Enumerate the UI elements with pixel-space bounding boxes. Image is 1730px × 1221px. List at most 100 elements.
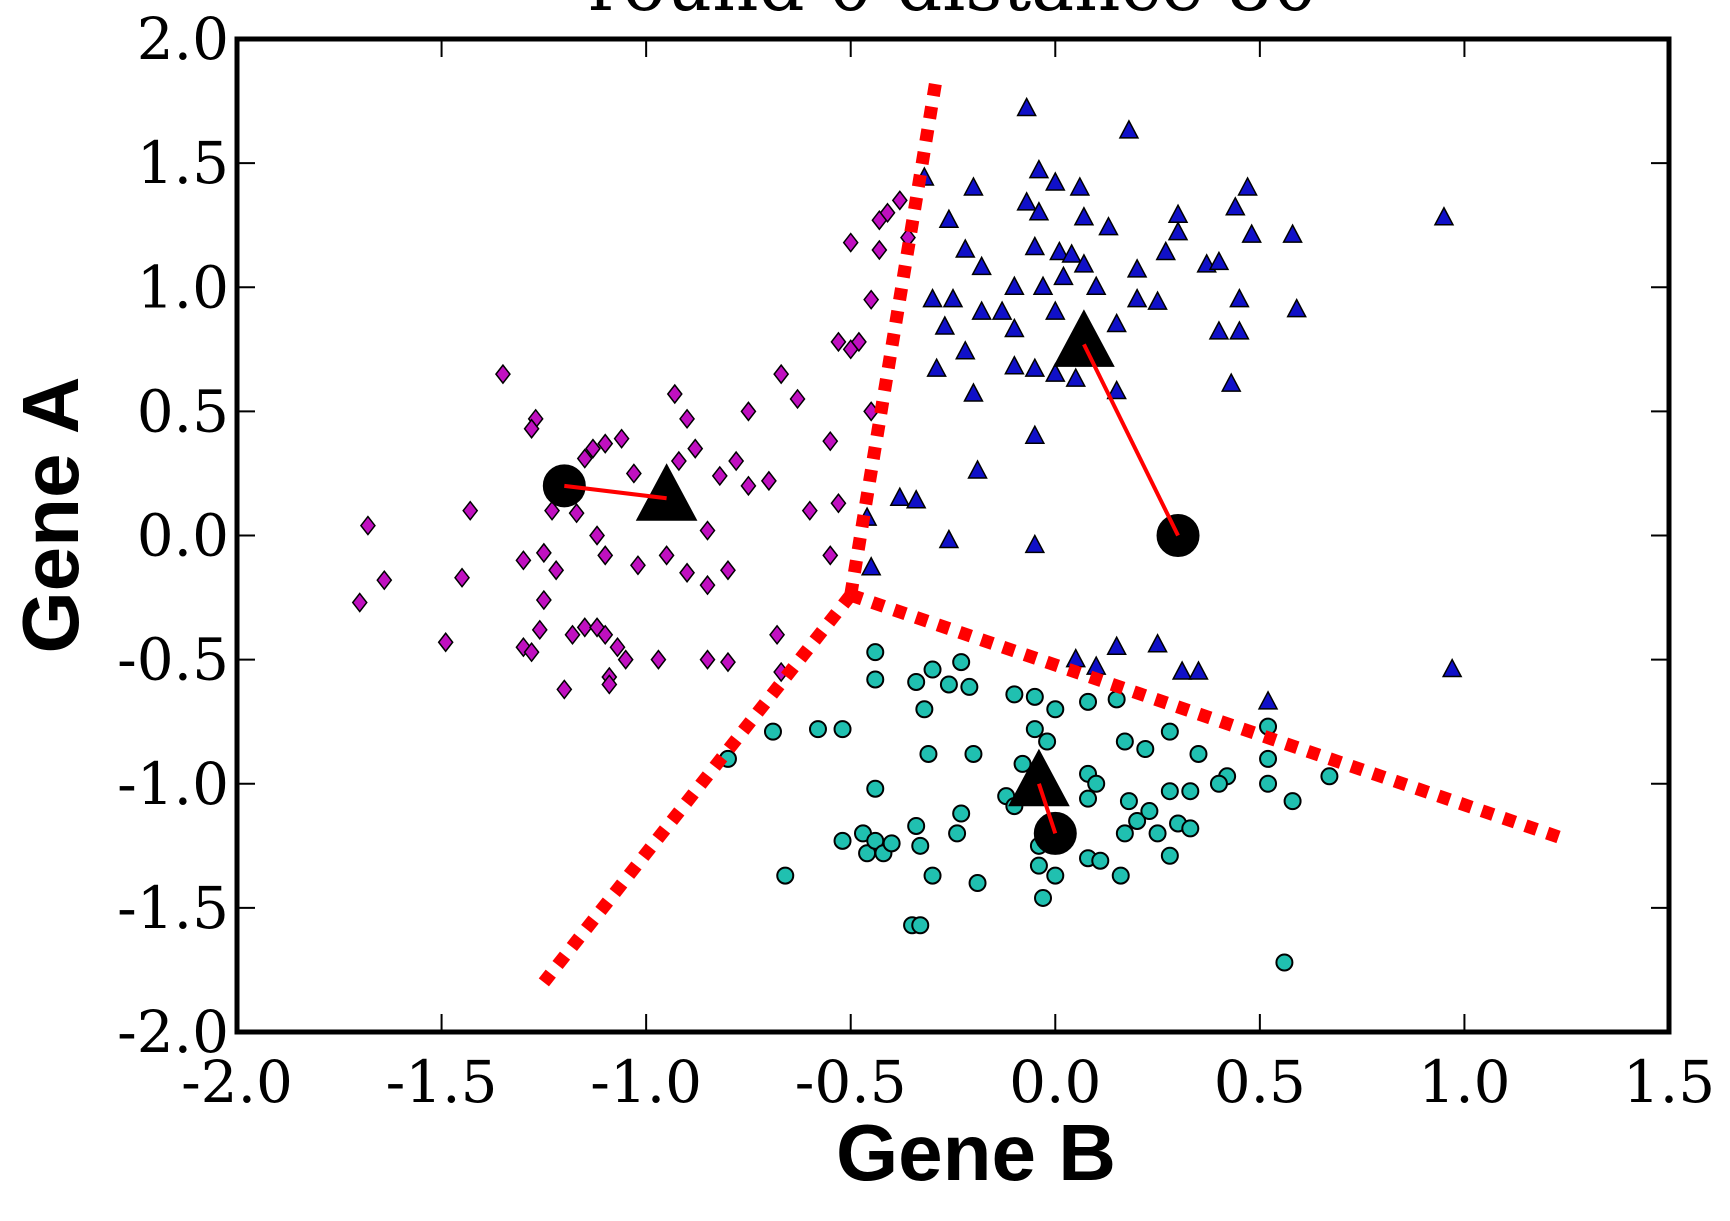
data-point	[601, 674, 618, 695]
data-point	[915, 700, 934, 719]
data-point	[952, 653, 971, 672]
data-point	[1024, 357, 1046, 377]
data-point	[720, 560, 736, 581]
data-point	[866, 643, 885, 662]
y-tick-label: 0.5	[137, 377, 229, 445]
x-tick-label: 0.5	[1214, 1048, 1306, 1116]
data-point	[1004, 355, 1025, 375]
data-point	[830, 331, 847, 353]
data-point	[1038, 732, 1057, 751]
data-point	[1107, 690, 1126, 709]
data-point	[1106, 635, 1127, 655]
data-point	[523, 418, 540, 439]
data-point	[564, 624, 581, 646]
data-point	[711, 465, 728, 487]
data-point	[822, 430, 839, 452]
data-point	[971, 255, 992, 276]
data-point	[1441, 657, 1463, 678]
data-point	[1188, 660, 1209, 680]
data-point	[1208, 320, 1230, 340]
data-point	[769, 624, 786, 646]
data-point	[773, 363, 790, 385]
y-tick-label: -0.5	[117, 626, 229, 694]
x-tick-label: -1.0	[590, 1048, 702, 1116]
data-point	[801, 500, 818, 521]
data-point	[905, 489, 927, 509]
y-tick-label: 2.0	[137, 5, 229, 73]
data-point	[1091, 851, 1110, 870]
data-point	[1045, 300, 1066, 320]
x-tick-label: -0.5	[795, 1048, 907, 1116]
plot-frame	[234, 36, 1672, 1035]
x-axis-label: Gene B	[836, 1108, 1116, 1197]
data-point	[1259, 749, 1278, 768]
boundary-line	[844, 75, 944, 597]
data-point	[1032, 275, 1054, 295]
data-point	[1025, 687, 1044, 706]
data-point	[635, 463, 698, 521]
data-point	[1073, 253, 1095, 273]
data-point	[911, 916, 930, 935]
data-point	[1220, 372, 1242, 392]
data-point	[963, 382, 984, 402]
data-point	[1241, 223, 1262, 243]
data-point	[1016, 191, 1037, 211]
data-point	[556, 679, 573, 700]
data-point	[1106, 312, 1127, 333]
y-axis-label: Gene A	[6, 376, 95, 653]
data-point	[923, 866, 942, 885]
data-point	[776, 866, 795, 885]
data-point	[1115, 824, 1134, 843]
data-point	[1085, 275, 1107, 295]
data-point	[919, 744, 938, 763]
data-point	[1320, 767, 1339, 786]
data-point	[1160, 722, 1179, 741]
data-point	[523, 641, 540, 663]
y-tick-label: 1.0	[137, 253, 229, 321]
data-point	[882, 834, 901, 853]
data-point	[952, 804, 971, 823]
data-point	[926, 357, 947, 377]
data-point	[1115, 732, 1134, 751]
data-point	[351, 592, 368, 613]
x-tick-label: 1.5	[1623, 1048, 1715, 1116]
data-point	[597, 433, 614, 454]
data-point	[687, 438, 704, 459]
data-point	[1118, 119, 1140, 139]
data-point	[934, 315, 956, 335]
data-point	[1053, 265, 1074, 286]
data-point	[535, 542, 552, 564]
data-point	[1024, 235, 1046, 256]
data-point	[938, 208, 960, 228]
y-tick-label: -2.0	[117, 998, 229, 1066]
data-point	[1024, 424, 1046, 444]
data-point	[585, 438, 601, 459]
data-point	[515, 550, 532, 571]
data-point	[1111, 866, 1130, 885]
data-point	[617, 649, 634, 670]
data-point	[1034, 888, 1053, 907]
data-point	[968, 874, 987, 893]
data-point	[866, 779, 885, 798]
data-point	[1065, 648, 1086, 668]
data-point	[939, 675, 958, 694]
data-point	[1046, 700, 1065, 719]
data-point	[613, 428, 630, 449]
data-point	[1167, 203, 1189, 224]
data-point	[907, 672, 926, 691]
data-point	[1286, 297, 1307, 318]
data-point	[1160, 782, 1179, 801]
data-point	[1046, 866, 1065, 885]
data-point	[763, 722, 782, 741]
centroid-link	[1037, 783, 1058, 835]
data-point	[923, 660, 942, 679]
data-point	[942, 288, 964, 308]
data-point	[679, 562, 696, 583]
data-point	[670, 450, 687, 472]
data-point	[1013, 754, 1032, 773]
data-point	[728, 450, 745, 472]
data-point	[576, 617, 593, 638]
data-point	[1073, 206, 1095, 226]
data-point	[1028, 201, 1050, 221]
data-point	[1181, 819, 1200, 838]
